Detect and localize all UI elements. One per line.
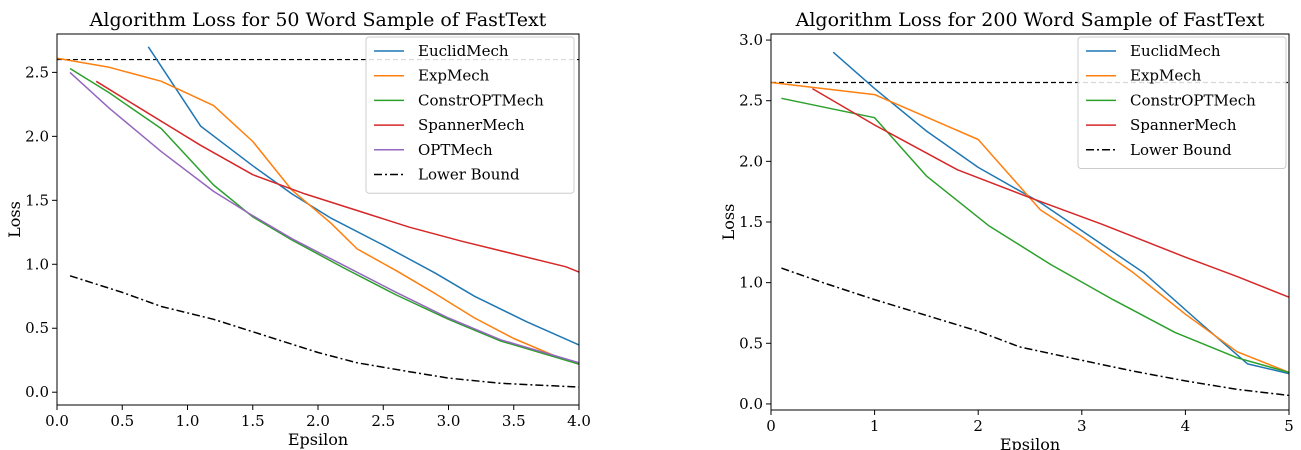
series-line-constroptmech bbox=[781, 97, 1289, 374]
chart-title: Algorithm Loss for 200 Word Sample of Fa… bbox=[795, 9, 1265, 31]
x-axis-label: Epsilon bbox=[1000, 435, 1060, 450]
y-tick-label: 0.5 bbox=[25, 319, 49, 337]
legend-label-spannermech: SpannerMech bbox=[1130, 116, 1237, 134]
x-tick-label: 3.5 bbox=[502, 412, 526, 430]
x-tick-label: 5 bbox=[1284, 417, 1294, 435]
y-tick-label: 2.0 bbox=[25, 127, 49, 145]
y-tick-label: 0.0 bbox=[25, 383, 49, 401]
legend-label-euclidmech: EuclidMech bbox=[1130, 42, 1221, 60]
series-line-optmech bbox=[69, 71, 579, 364]
series-line-constroptmech bbox=[69, 67, 579, 365]
legend-label-lower-bound: Lower Bound bbox=[1130, 141, 1232, 159]
legend: EuclidMech ExpMech ConstrOPTMech SpannerMec… bbox=[365, 36, 575, 194]
y-axis-label: Loss bbox=[5, 201, 24, 238]
legend-label-constroptmech: ConstrOPTMech bbox=[418, 91, 544, 109]
x-tick-label: 2.5 bbox=[371, 412, 395, 430]
series-line-lower-bound bbox=[781, 267, 1289, 397]
x-tick-label: 4 bbox=[1181, 417, 1191, 435]
series-line-lower-bound bbox=[69, 275, 579, 388]
chart-50-word-sample: Algorithm Loss for 50 Word Sample of Fas… bbox=[5, 9, 591, 449]
y-tick-label: 1.5 bbox=[739, 213, 763, 231]
x-tick-label: 4.0 bbox=[567, 412, 591, 430]
legend-box bbox=[1077, 36, 1287, 169]
y-tick-label: 2.5 bbox=[25, 63, 49, 81]
x-tick-label: 0.0 bbox=[45, 412, 69, 430]
series-line-euclidmech bbox=[147, 46, 579, 346]
y-tick-label: 1.0 bbox=[25, 255, 49, 273]
y-tick-label: 1.5 bbox=[25, 191, 49, 209]
plot-area bbox=[771, 51, 1289, 397]
y-axis-label: Loss bbox=[719, 204, 738, 241]
y-tick-label: 3.0 bbox=[739, 31, 763, 49]
x-tick-label: 1.0 bbox=[176, 412, 200, 430]
legend-label-optmech: OPTMech bbox=[418, 141, 493, 159]
y-tick-label: 1.0 bbox=[739, 274, 763, 292]
axes-frame bbox=[770, 33, 1290, 411]
series-line-spannermech bbox=[95, 80, 579, 273]
legend: EuclidMech ExpMech ConstrOPTMech SpannerMec… bbox=[1077, 36, 1287, 169]
y-tick-label: 0.5 bbox=[739, 334, 763, 352]
y-tick-label: 2.0 bbox=[739, 152, 763, 170]
x-tick-label: 3 bbox=[1077, 417, 1087, 435]
y-tick-label: 2.5 bbox=[739, 92, 763, 110]
x-tick-label: 1.5 bbox=[241, 412, 265, 430]
axes-frame bbox=[56, 33, 580, 406]
x-tick-label: 2.0 bbox=[306, 412, 330, 430]
x-tick-label: 0.5 bbox=[110, 412, 134, 430]
x-tick-label: 3.0 bbox=[437, 412, 461, 430]
legend-label-spannermech: SpannerMech bbox=[418, 116, 525, 134]
chart-200-word-sample: Algorithm Loss for 200 Word Sample of Fa… bbox=[719, 9, 1294, 450]
legend-label-lower-bound: Lower Bound bbox=[418, 166, 520, 184]
series-line-expmech bbox=[57, 57, 579, 365]
legend-label-expmech: ExpMech bbox=[1130, 67, 1202, 85]
x-tick-label: 1 bbox=[870, 417, 880, 435]
series-line-expmech bbox=[771, 81, 1289, 374]
x-tick-label: 0 bbox=[766, 417, 776, 435]
legend-box bbox=[365, 36, 575, 194]
series-line-spannermech bbox=[812, 87, 1289, 298]
chart-title: Algorithm Loss for 50 Word Sample of Fas… bbox=[89, 9, 547, 31]
y-tick-label: 0.0 bbox=[739, 395, 763, 413]
x-tick-label: 2 bbox=[973, 417, 983, 435]
x-axis-label: Epsilon bbox=[288, 430, 348, 449]
legend-label-euclidmech: EuclidMech bbox=[418, 42, 509, 60]
legend-label-constroptmech: ConstrOPTMech bbox=[1130, 91, 1256, 109]
legend-label-expmech: ExpMech bbox=[418, 67, 490, 85]
